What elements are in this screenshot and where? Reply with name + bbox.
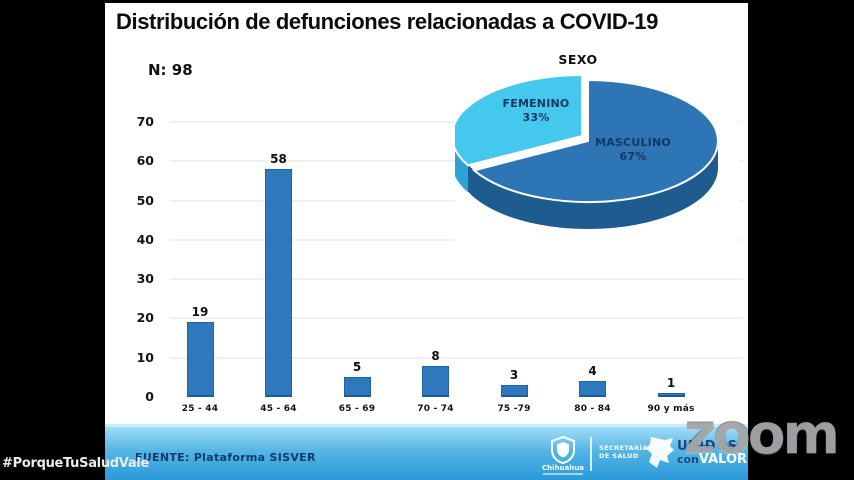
y-axis-tick-label: 30 — [136, 271, 154, 287]
unidos-con-valor-logo: UNIDOS conVALOR — [677, 439, 748, 467]
pie-slice-femenino — [451, 73, 583, 167]
bar — [500, 385, 528, 397]
pie-label-femenino: FEMENINO 33% — [502, 97, 570, 124]
footer-divider — [590, 437, 592, 471]
bar — [186, 322, 214, 397]
source-label: FUENTE: Plataforma SISVER — [135, 451, 316, 464]
bar — [265, 169, 292, 397]
slide-footer: FUENTE: Plataforma SISVER Chihuahua SECR… — [105, 424, 748, 480]
bar — [579, 381, 606, 397]
pie-label-masculino: MASCULINO 67% — [595, 136, 671, 163]
y-axis-tick-label: 40 — [136, 231, 154, 247]
presentation-slide: Distribución de defunciones relacionadas… — [105, 3, 748, 480]
pie-svg — [451, 73, 719, 229]
pie-side-masculino — [458, 141, 718, 229]
secretaria-label: SECRETARÍA DE SALUD — [599, 444, 648, 460]
y-axis-tick-label: 0 — [145, 389, 154, 404]
slide-title: Distribución de defunciones relacionadas… — [116, 9, 658, 34]
x-axis-category-label: 45 - 64 — [260, 404, 297, 414]
bar-value-label: 4 — [588, 364, 597, 379]
y-axis-tick-label: 50 — [136, 192, 154, 208]
grid-line — [170, 356, 743, 359]
grid-line — [170, 317, 743, 320]
y-axis-tick-label: 20 — [136, 310, 154, 326]
pie-chart-title: SEXO — [558, 52, 598, 67]
x-axis-category-label: 65 - 69 — [338, 404, 376, 414]
bar-value-label: 8 — [431, 348, 440, 363]
bar-value-label: 5 — [352, 360, 362, 375]
bar — [657, 393, 685, 397]
bar — [343, 377, 371, 397]
zoom-watermark: zoom — [684, 402, 840, 466]
hashtag-label: #PorqueTuSaludVale — [2, 456, 149, 471]
y-axis-tick-label: 10 — [136, 349, 154, 365]
chihuahua-shield-icon — [551, 436, 575, 464]
x-axis-category-label: 75 -79 — [497, 404, 531, 414]
chihuahua-label: Chihuahua — [542, 464, 584, 472]
x-axis-category-label: 90 y más — [647, 404, 695, 414]
y-axis-tick-label: 70 — [136, 114, 154, 129]
pie-slice-masculino — [471, 78, 719, 203]
y-axis-tick-label: 60 — [136, 153, 154, 169]
chihuahua-state-icon — [646, 437, 674, 468]
grid-line — [170, 278, 743, 281]
x-axis-category-label: 80 - 84 — [574, 404, 611, 414]
pie-side-femenino — [452, 136, 469, 193]
pie-chart: FEMENINO 33% MASCULINO 67% — [451, 73, 740, 248]
bar-value-label: 58 — [270, 152, 287, 167]
bar — [422, 365, 449, 397]
bar-value-label: 3 — [509, 368, 519, 383]
x-axis-category-label: 25 - 44 — [181, 404, 219, 414]
sample-size-label: N: 98 — [148, 61, 193, 79]
x-axis-category-label: 70 - 74 — [417, 404, 454, 414]
bar-value-label: 1 — [666, 376, 676, 391]
chihuahua-subline — [543, 473, 583, 475]
bar-value-label: 19 — [191, 305, 209, 320]
